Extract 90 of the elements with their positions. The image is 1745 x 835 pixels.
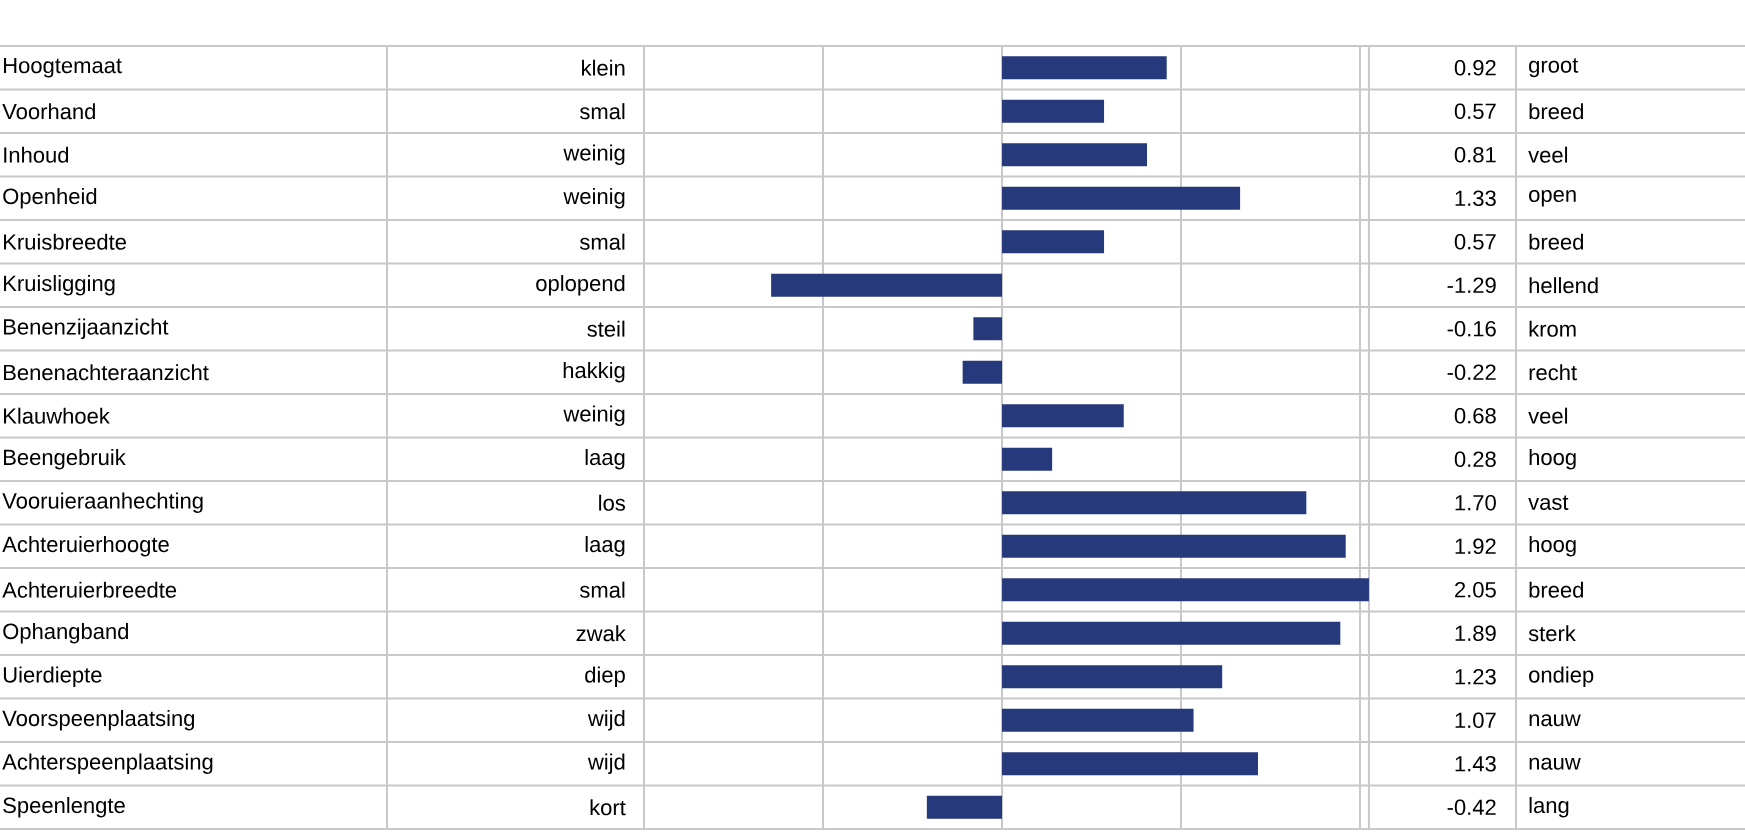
data-label: 1.70 xyxy=(1455,494,1496,511)
y-tick-label: Beengebruik xyxy=(4,448,126,470)
y-tick-label: Hoogtemaat xyxy=(4,57,122,78)
data-label: 1.33 xyxy=(1455,190,1496,207)
text: vast xyxy=(1528,495,1569,510)
y-tick-label: Ophangband xyxy=(3,622,128,644)
y-tick-label: Kruisligging xyxy=(4,274,115,296)
data-label: -0.42 xyxy=(1447,799,1496,816)
bar xyxy=(1002,99,1105,123)
data-label: 0.28 xyxy=(1454,451,1496,468)
data-label: 1.07 xyxy=(1455,712,1496,729)
bar xyxy=(1002,708,1194,732)
bar xyxy=(1002,56,1167,80)
y-tick-label: Achterspeenplaatsing xyxy=(2,753,213,774)
text: diep xyxy=(585,666,625,687)
text: recht xyxy=(1529,364,1577,381)
text: laag xyxy=(585,448,625,470)
bar xyxy=(973,317,1003,341)
bar xyxy=(1002,534,1346,558)
bar xyxy=(1002,752,1258,776)
text: sterk xyxy=(1528,625,1576,642)
bar xyxy=(1002,230,1105,254)
data-label: -0.16 xyxy=(1447,320,1496,337)
data-label: 1.89 xyxy=(1455,625,1496,642)
text: hoog xyxy=(1529,448,1576,470)
data-label: 0.57 xyxy=(1454,233,1496,250)
text: veel xyxy=(1528,146,1568,163)
text: los xyxy=(599,494,626,511)
text: open xyxy=(1529,190,1576,207)
bar xyxy=(1002,578,1369,602)
text: oplopend xyxy=(536,274,625,296)
text: nauw xyxy=(1529,714,1581,727)
y-tick-label: Kruisbreedte xyxy=(4,233,126,250)
y-tick-label: Inhoud xyxy=(4,146,69,163)
text: wijd xyxy=(587,709,625,731)
text: groot xyxy=(1529,58,1579,78)
y-tick-label: Voorhand xyxy=(2,103,95,120)
text: zwak xyxy=(576,625,626,642)
data-label: 0.68 xyxy=(1454,407,1496,424)
text: steil xyxy=(587,320,625,337)
bar xyxy=(1002,491,1307,515)
y-tick-label: Klauwhoek xyxy=(4,407,110,424)
bar xyxy=(1002,404,1124,428)
text: nauw xyxy=(1529,757,1581,770)
text: klein xyxy=(582,59,625,76)
y-tick-label: Benenzijaanzicht xyxy=(4,318,169,339)
y-tick-label: Openheid xyxy=(3,187,97,209)
text: breed xyxy=(1529,581,1583,598)
data-label: 1.43 xyxy=(1455,755,1496,772)
bar xyxy=(771,273,1003,297)
bar xyxy=(1002,186,1241,210)
y-tick-label: Vooruieraanhechting xyxy=(2,492,203,513)
data-label: -1.29 xyxy=(1447,277,1496,294)
data-label: 0.81 xyxy=(1454,146,1496,163)
data-label: 0.92 xyxy=(1454,59,1496,76)
text: weinig xyxy=(563,144,625,165)
text: smal xyxy=(579,581,625,598)
y-tick-label: Uierdiepte xyxy=(3,666,102,687)
y-tick-label: Benenachteraanzicht xyxy=(4,364,209,381)
y-tick-label: Voorspeenplaatsing xyxy=(2,709,195,731)
text: ondiep xyxy=(1529,666,1594,687)
text: lang xyxy=(1529,796,1569,818)
data-label: 1.92 xyxy=(1455,538,1496,555)
y-tick-label: Speenlengte xyxy=(3,796,125,818)
text: weinig xyxy=(563,405,625,426)
bar xyxy=(1002,447,1053,471)
text: kort xyxy=(590,799,626,816)
text: hakkig xyxy=(563,361,625,383)
text: breed xyxy=(1529,233,1583,250)
text: weinig xyxy=(563,187,625,209)
text: smal xyxy=(579,103,625,120)
text: hellend xyxy=(1529,277,1598,294)
bar xyxy=(1002,143,1148,167)
data-label: 0.57 xyxy=(1454,103,1496,120)
data-label: -0.22 xyxy=(1447,364,1496,381)
text: wijd xyxy=(587,753,625,774)
text: hoog xyxy=(1529,535,1576,557)
y-tick-label: Achteruierhoogte xyxy=(2,535,169,557)
text: laag xyxy=(585,535,625,557)
data-label: 1.23 xyxy=(1455,668,1496,685)
bar xyxy=(1002,621,1341,645)
text: veel xyxy=(1528,407,1568,424)
text: smal xyxy=(579,233,625,250)
y-tick-label: Achteruierbreedte xyxy=(2,581,177,598)
text: krom xyxy=(1529,320,1576,337)
bar xyxy=(1002,665,1223,689)
data-label: 2.05 xyxy=(1455,581,1496,598)
text: breed xyxy=(1529,103,1583,120)
bar xyxy=(962,360,1003,384)
bar xyxy=(926,795,1003,819)
